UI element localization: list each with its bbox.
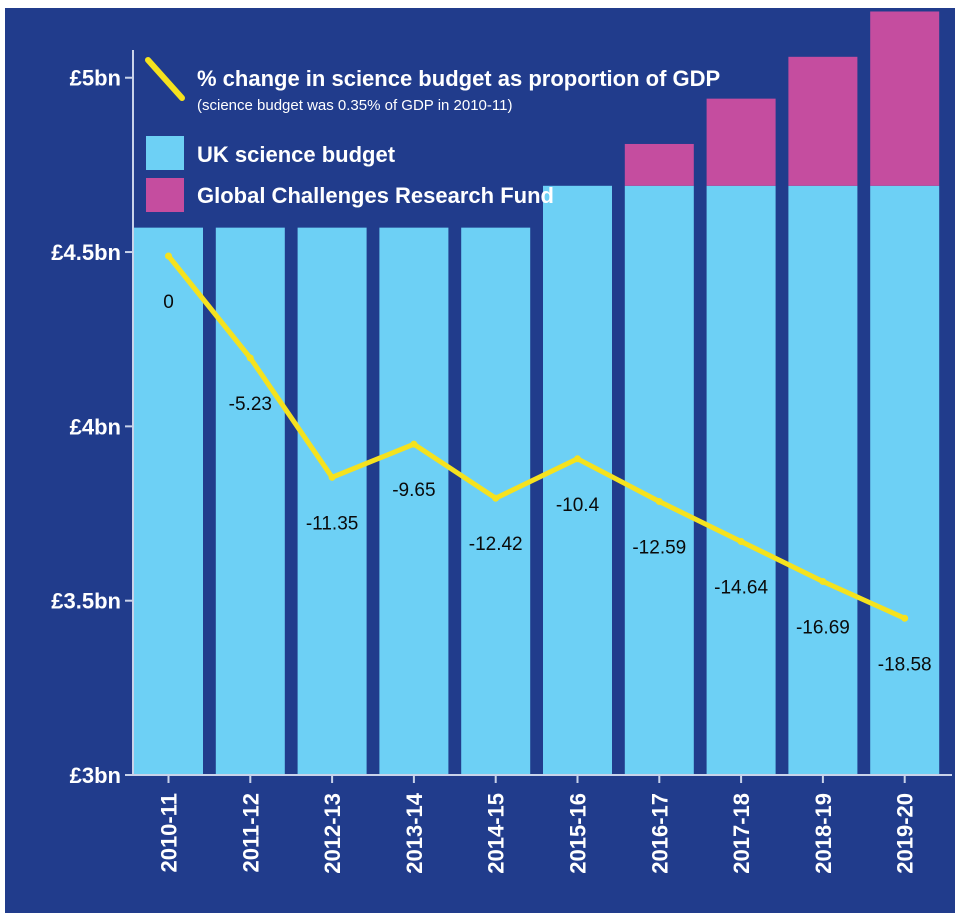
legend: % change in science budget as proportion… <box>145 57 720 212</box>
bar-science-2011-12 <box>215 227 285 775</box>
x-tick-label: 2010-11 <box>157 793 182 873</box>
x-tick-label: 2017-18 <box>729 793 754 874</box>
x-tick-label: 2019-20 <box>893 793 918 874</box>
gdp-change-label: -11.35 <box>306 513 358 534</box>
bar-science-2017-18 <box>706 185 776 775</box>
gdp-change-label: -10.4 <box>556 495 600 516</box>
legend-line-note: (science budget was 0.35% of GDP in 2010… <box>197 97 512 114</box>
bar-gcrf-2019-20 <box>870 11 940 186</box>
bar-science-2016-17 <box>624 185 694 775</box>
gdp-change-label: -18.58 <box>878 654 932 675</box>
gdp-change-label: -16.69 <box>796 617 850 638</box>
x-tick-label: 2012-13 <box>320 793 345 874</box>
y-tick-label: £3.5bn <box>51 589 121 614</box>
bar-science-2010-11 <box>134 227 203 775</box>
legend-science-swatch <box>146 136 184 170</box>
x-tick-label: 2016-17 <box>647 793 672 874</box>
gdp-change-point <box>737 537 745 545</box>
gdp-change-point <box>328 473 336 481</box>
bar-science-2013-14 <box>379 227 449 775</box>
gdp-change-point <box>901 614 909 622</box>
y-tick-label: £5bn <box>70 66 121 91</box>
bar-science-2015-16 <box>543 185 612 775</box>
legend-line-title: % change in science budget as proportion… <box>197 66 720 91</box>
x-tick-label: 2011-12 <box>238 793 263 873</box>
legend-science-label: UK science budget <box>197 142 396 167</box>
bar-gcrf-2018-19 <box>788 56 858 186</box>
gdp-change-point <box>410 440 418 448</box>
x-tick-label: 2014-15 <box>484 793 509 874</box>
y-tick-label: £3bn <box>70 763 121 788</box>
bar-gcrf-2017-18 <box>706 98 776 186</box>
gdp-change-point <box>165 252 172 260</box>
gdp-change-point <box>492 494 500 502</box>
gdp-change-label: -9.65 <box>392 480 435 501</box>
gdp-change-label: -14.64 <box>714 577 768 598</box>
gdp-change-label: -5.23 <box>229 394 272 415</box>
gdp-change-point <box>246 354 254 362</box>
bar-science-2019-20 <box>870 185 940 775</box>
gdp-change-point <box>819 577 827 585</box>
gdp-change-label: 0 <box>163 292 174 313</box>
y-tick-label: £4.5bn <box>51 240 121 265</box>
gdp-change-point <box>655 498 663 506</box>
gdp-change-label: -12.42 <box>469 534 523 555</box>
legend-gcrf-swatch <box>146 178 184 212</box>
y-tick-label: £4bn <box>70 414 121 439</box>
bar-science-2018-19 <box>788 185 858 775</box>
bar-gcrf-2016-17 <box>624 143 694 186</box>
x-tick-label: 2018-19 <box>811 793 836 874</box>
gdp-change-line <box>166 253 908 621</box>
legend-line-swatch <box>145 57 185 101</box>
gdp-change-point <box>574 455 581 463</box>
x-tick-label: 2015-16 <box>566 793 591 874</box>
x-tick-label: 2013-14 <box>402 792 427 874</box>
legend-gcrf-label: Global Challenges Research Fund <box>197 183 554 208</box>
gdp-change-label: -12.59 <box>632 538 686 559</box>
bar-science-2012-13 <box>297 227 367 775</box>
